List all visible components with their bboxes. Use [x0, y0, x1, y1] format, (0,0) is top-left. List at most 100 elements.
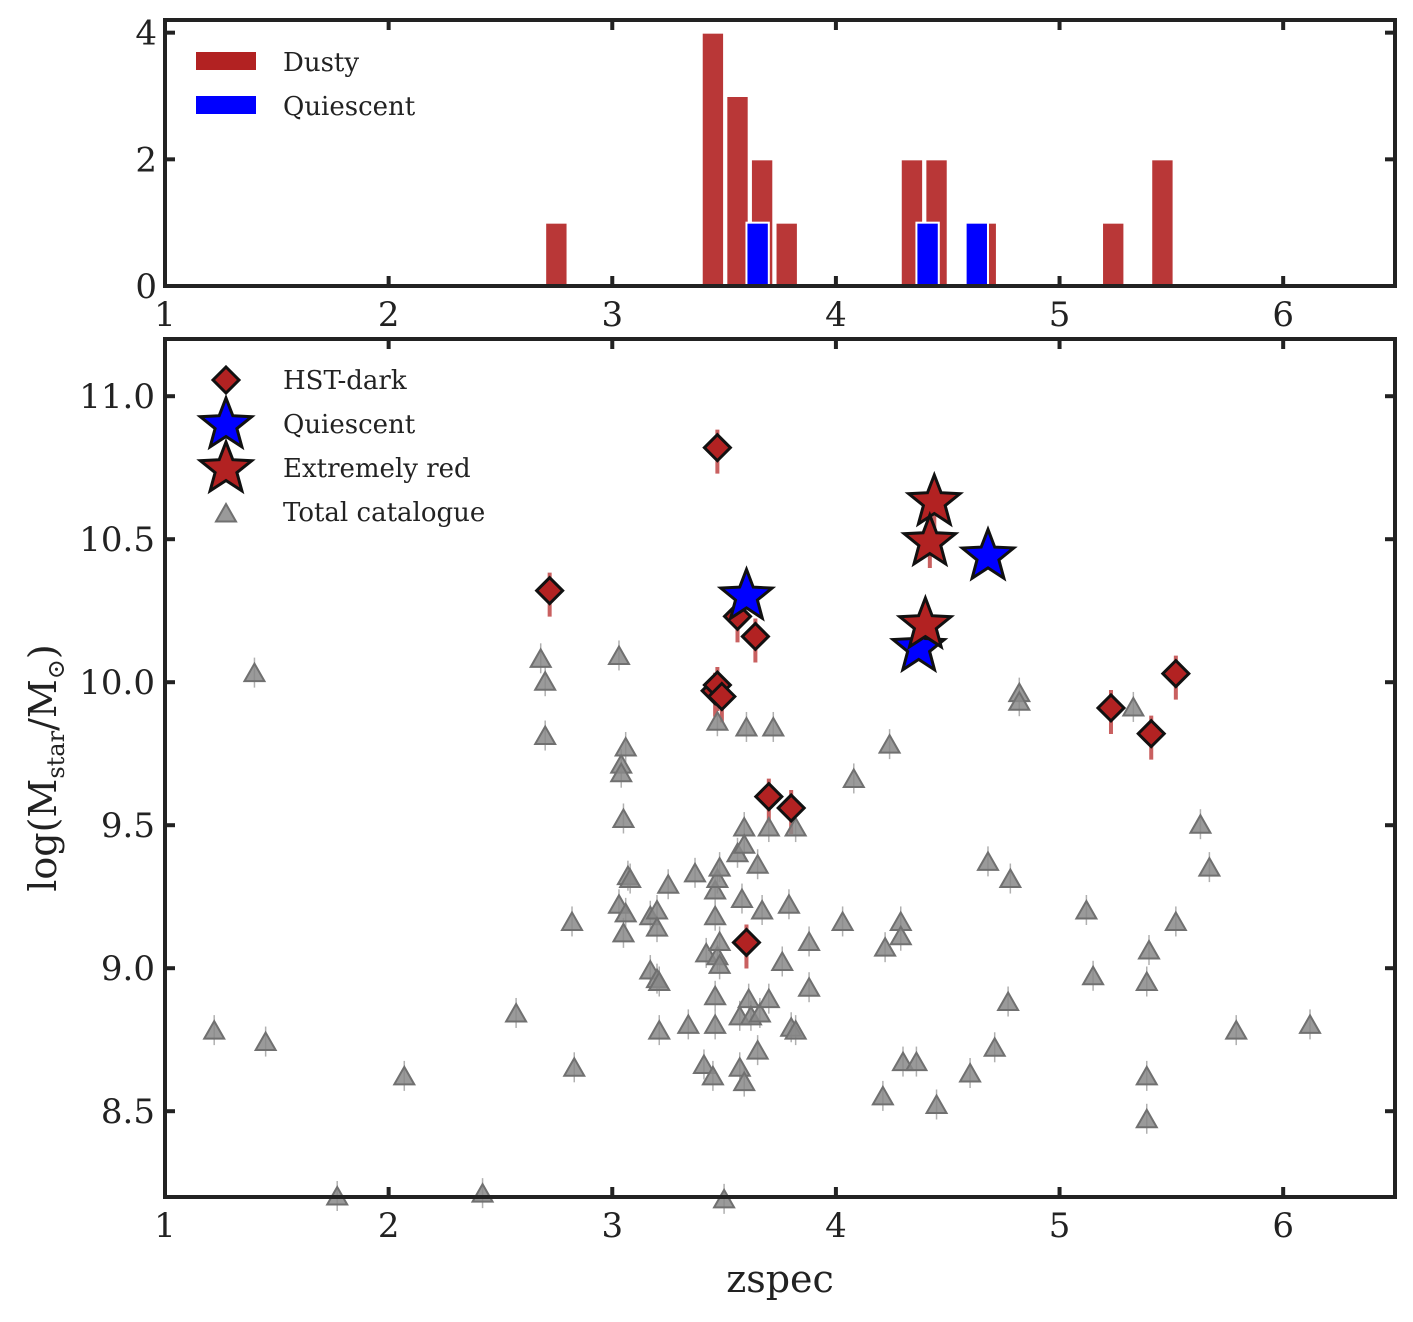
hist-xtick-label: 4: [825, 295, 847, 335]
point-total-catalogue-5: [470, 1182, 495, 1203]
scatter-xtick-label: 3: [601, 1206, 623, 1246]
point-total-catalogue-50: [732, 816, 756, 837]
point-hst-dark-6: [706, 681, 737, 712]
hist-xtick-label: 1: [154, 295, 176, 335]
point-total-catalogue-92: [1135, 1107, 1159, 1129]
histogram-bar-dusty-1: [700, 31, 726, 287]
point-total-catalogue-82: [982, 1036, 1007, 1057]
point-total-catalogue-60: [757, 816, 781, 837]
point-total-catalogue-74: [877, 733, 902, 754]
point-total-catalogue-4: [392, 1064, 417, 1086]
point-hst-dark-9: [731, 927, 762, 958]
legend-swatch-quiescent: [196, 96, 256, 114]
scatter-xtick-label: 1: [154, 1206, 176, 1246]
histogram-bar-dusty-4: [774, 221, 799, 288]
scatter-ytick-label: 8.5: [101, 1092, 155, 1132]
point-total-catalogue-76: [889, 924, 913, 946]
histogram-bars: [544, 31, 1175, 288]
point-extremely-red-2: [895, 593, 955, 651]
histogram-bar-quiescent-1: [915, 221, 940, 288]
legend-label-quiescent-star: Quiescent: [283, 410, 416, 440]
scatter-xtick-label: 5: [1049, 1206, 1071, 1246]
legend-swatch-dusty: [196, 52, 256, 70]
histogram-bar-quiescent-0: [745, 221, 770, 288]
legend-marker-quiescent: [196, 393, 256, 451]
point-total-catalogue-31: [683, 861, 707, 883]
legend-marker-extremely-red: [196, 437, 256, 495]
point-total-catalogue-73: [873, 936, 897, 957]
point-total-catalogue-70: [830, 910, 855, 931]
point-total-catalogue-84: [998, 867, 1023, 889]
point-total-catalogue-97: [1224, 1019, 1248, 1040]
histogram-ticks: 1 2 3 4 5 6 0 2 4: [135, 14, 1395, 335]
scatter-panel: 1 2 3 4 5 6 8.5 9.0 9.5 10.0 10.5 11.0 HST-dark Qui…: [21, 337, 1397, 1301]
error-bars: [213, 429, 1311, 1214]
point-total-catalogue-44: [707, 953, 732, 974]
point-total-catalogue-71: [842, 767, 866, 788]
point-total-catalogue-20: [618, 867, 642, 889]
point-total-catalogue-40: [705, 867, 730, 889]
scatter-points: [202, 432, 1322, 1209]
point-total-catalogue-10: [560, 910, 584, 931]
point-total-catalogue-79: [924, 1093, 949, 1114]
scatter-ytick-label: 10.5: [79, 520, 155, 560]
point-total-catalogue-42: [707, 856, 732, 877]
point-total-catalogue-38: [703, 1013, 727, 1034]
scatter-legend: HST-dark Quiescent Extremely red Total c…: [196, 364, 485, 528]
histogram-bar-quiescent-2: [964, 221, 989, 288]
point-quiescent-2: [958, 525, 1018, 582]
x-axis-title: zspec: [726, 1257, 834, 1301]
point-total-catalogue-89: [1121, 695, 1146, 717]
scatter-ytick-label: 11.0: [79, 377, 155, 417]
point-hst-dark-11: [1136, 718, 1167, 749]
hist-ytick-label: 4: [135, 14, 157, 54]
point-total-catalogue-6: [504, 1001, 528, 1023]
hist-xtick-label: 5: [1049, 295, 1071, 335]
point-total-catalogue-48: [728, 1056, 752, 1077]
point-total-catalogue-83: [996, 990, 1020, 1012]
hist-xtick-label: 6: [1272, 295, 1294, 335]
scatter-xtick-label: 2: [378, 1206, 400, 1246]
point-total-catalogue-88: [1081, 964, 1105, 986]
point-total-catalogue-12: [607, 644, 631, 665]
point-total-catalogue-16: [611, 807, 636, 828]
point-total-catalogue-37: [703, 984, 727, 1006]
histogram-bar-dusty-8: [1101, 221, 1126, 288]
histogram-frame: [163, 18, 1397, 288]
point-total-catalogue-90: [1135, 970, 1159, 991]
point-total-catalogue-78: [904, 1050, 929, 1072]
scatter-ticks: 1 2 3 4 5 6 8.5 9.0 9.5 10.0 10.5 11.0: [79, 339, 1395, 1246]
point-total-catalogue-95: [1188, 813, 1213, 834]
legend-label-extremely-red: Extremely red: [283, 454, 471, 484]
point-total-catalogue-93: [1137, 939, 1161, 960]
point-total-catalogue-27: [647, 970, 671, 991]
point-total-catalogue-69: [797, 976, 821, 997]
point-total-catalogue-56: [745, 853, 770, 874]
point-total-catalogue-29: [656, 873, 680, 894]
point-total-catalogue-52: [732, 1070, 756, 1092]
point-extremely-red-1: [900, 510, 960, 568]
legend-label-total-catalogue: Total catalogue: [283, 498, 485, 528]
point-total-catalogue-34: [701, 1064, 725, 1086]
point-total-catalogue-68: [797, 930, 821, 951]
point-hst-dark-7: [753, 781, 784, 812]
point-total-catalogue-43: [707, 930, 732, 951]
legend-label-dusty: Dusty: [283, 48, 359, 78]
point-total-catalogue-96: [1197, 856, 1222, 877]
point-total-catalogue-87: [1074, 898, 1099, 920]
scatter-xtick-label: 6: [1272, 1206, 1294, 1246]
point-total-catalogue-81: [976, 850, 1000, 871]
point-hst-dark-8: [776, 792, 807, 824]
histogram-panel: 1 2 3 4 5 6 0 2 4 Dusty Quiescent: [135, 14, 1397, 335]
point-total-catalogue-0: [202, 1019, 226, 1040]
point-hst-dark-12: [1160, 658, 1191, 689]
point-total-catalogue-57: [745, 1039, 770, 1060]
point-total-catalogue-72: [871, 1084, 895, 1106]
hist-xtick-label: 2: [378, 295, 400, 335]
point-hst-dark-1: [702, 432, 733, 463]
point-total-catalogue-25: [645, 916, 669, 937]
point-extremely-red-0: [904, 470, 964, 528]
point-quiescent-0: [716, 565, 777, 622]
scatter-ytick-label: 10.0: [79, 663, 155, 703]
point-total-catalogue-98: [1298, 1013, 1322, 1034]
